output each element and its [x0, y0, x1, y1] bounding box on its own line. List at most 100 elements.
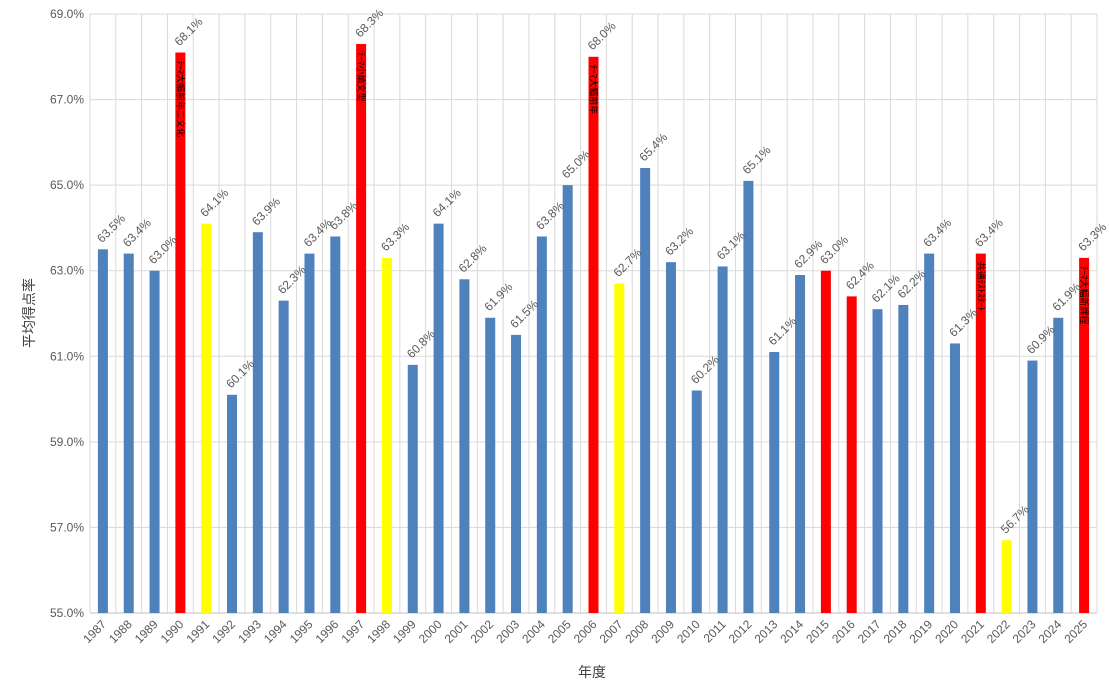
x-tick-label: 1994: [261, 617, 290, 646]
bar: [1053, 317, 1064, 613]
bar: [975, 253, 986, 613]
bar-annotation: ﾃｰﾏ大幅新課程: [1079, 266, 1090, 325]
data-label: 63.2%: [662, 224, 696, 258]
y-tick-label: 59.0%: [50, 435, 84, 449]
data-label: 63.8%: [327, 198, 361, 232]
x-tick-label: 2005: [545, 617, 574, 646]
x-tick-label: 2015: [803, 617, 832, 646]
x-tick-label: 2000: [416, 617, 445, 646]
data-label: 68.0%: [585, 19, 619, 53]
data-label: 61.3%: [946, 305, 980, 339]
bar-annotation: 共通ﾃｽﾄｽﾀｰﾄ: [976, 262, 986, 312]
x-tick-label: 2019: [907, 617, 936, 646]
bar: [1079, 257, 1090, 613]
x-tick-label: 1995: [287, 617, 316, 646]
bar: [433, 223, 444, 613]
data-label: 63.0%: [146, 233, 180, 267]
bar: [252, 232, 263, 613]
bar: [97, 249, 108, 614]
bar: [898, 304, 909, 613]
bar: [614, 283, 625, 613]
bar: [485, 317, 496, 613]
bar: [149, 270, 160, 613]
x-tick-label: 2018: [881, 617, 910, 646]
data-label: 63.9%: [249, 194, 283, 228]
bar: [691, 390, 702, 613]
x-tick-label: 2023: [1010, 617, 1039, 646]
y-tick-label: 61.0%: [50, 349, 84, 363]
bar: [304, 253, 315, 613]
data-label: 60.2%: [688, 352, 722, 386]
bar: [949, 343, 960, 613]
data-label: 63.1%: [714, 228, 748, 262]
y-tick-label: 69.0%: [50, 7, 84, 21]
x-tick-label: 2022: [984, 617, 1013, 646]
x-tick-label: 2010: [674, 617, 703, 646]
x-tick-label: 2013: [752, 617, 781, 646]
data-label: 63.3%: [1075, 220, 1109, 254]
bar: [278, 300, 289, 613]
x-tick-label: 2014: [777, 617, 806, 646]
bar: [381, 257, 392, 613]
x-tick-label: 1989: [132, 617, 161, 646]
data-label: 63.8%: [533, 198, 567, 232]
bar: [1027, 360, 1038, 613]
x-tick-label: 1996: [313, 617, 342, 646]
bar: [459, 279, 470, 613]
x-tick-label: 2007: [597, 617, 626, 646]
data-label: 61.9%: [1049, 280, 1083, 314]
bar: [407, 364, 418, 613]
x-tick-label: 2003: [493, 617, 522, 646]
bar: [227, 394, 238, 613]
bar: [769, 352, 780, 613]
data-label: 64.1%: [430, 186, 464, 220]
y-tick-label: 63.0%: [50, 264, 84, 278]
bar: [820, 270, 831, 613]
data-label: 63.4%: [920, 216, 954, 250]
bar: [665, 262, 676, 613]
data-label: 63.3%: [378, 220, 412, 254]
x-tick-label: 2001: [442, 617, 471, 646]
x-tick-label: 2017: [855, 617, 884, 646]
data-label: 68.3%: [352, 6, 386, 40]
bar-annotation: ﾃｰﾏ小論文型: [356, 52, 367, 102]
bar: [356, 43, 367, 613]
bar: [743, 180, 754, 613]
x-tick-label: 2011: [701, 617, 729, 645]
x-tick-label: 2020: [932, 617, 961, 646]
bar: [201, 223, 212, 613]
bar: [123, 253, 134, 613]
bar: [924, 253, 935, 613]
y-tick-label: 65.0%: [50, 178, 84, 192]
x-tick-label: 1990: [158, 617, 187, 646]
bar: [872, 309, 883, 613]
bar: [640, 168, 651, 613]
bar-annotation: ﾃｰﾏ大幅前年二文化: [175, 61, 186, 138]
data-label: 65.1%: [740, 143, 774, 177]
x-tick-label: 2012: [726, 617, 755, 646]
y-tick-label: 67.0%: [50, 93, 84, 107]
data-label: 56.7%: [998, 502, 1032, 536]
data-label: 62.4%: [843, 258, 877, 292]
data-label: 68.1%: [172, 14, 206, 48]
data-label: 60.9%: [1024, 322, 1058, 356]
bar: [562, 185, 573, 613]
gridlines: [89, 13, 1098, 614]
y-axis: 55.0% 57.0% 59.0% 61.0% 63.0% 65.0% 67.0% 69.0%: [50, 7, 84, 620]
data-label: 62.3%: [275, 263, 309, 297]
bar: [1001, 540, 1012, 613]
data-label: 60.1%: [223, 357, 257, 391]
x-tick-label: 1992: [209, 617, 238, 646]
x-tick-label: 2002: [468, 617, 497, 646]
bars: [97, 43, 1090, 614]
x-tick-label: 2008: [622, 617, 651, 646]
x-tick-label: 1988: [106, 617, 135, 646]
data-label: 61.9%: [481, 280, 515, 314]
x-tick-label: 1997: [338, 617, 367, 646]
x-tick-label: 1998: [364, 617, 393, 646]
x-axis-title: 年度: [578, 664, 606, 680]
bar: [511, 334, 522, 613]
y-tick-label: 57.0%: [50, 520, 84, 534]
